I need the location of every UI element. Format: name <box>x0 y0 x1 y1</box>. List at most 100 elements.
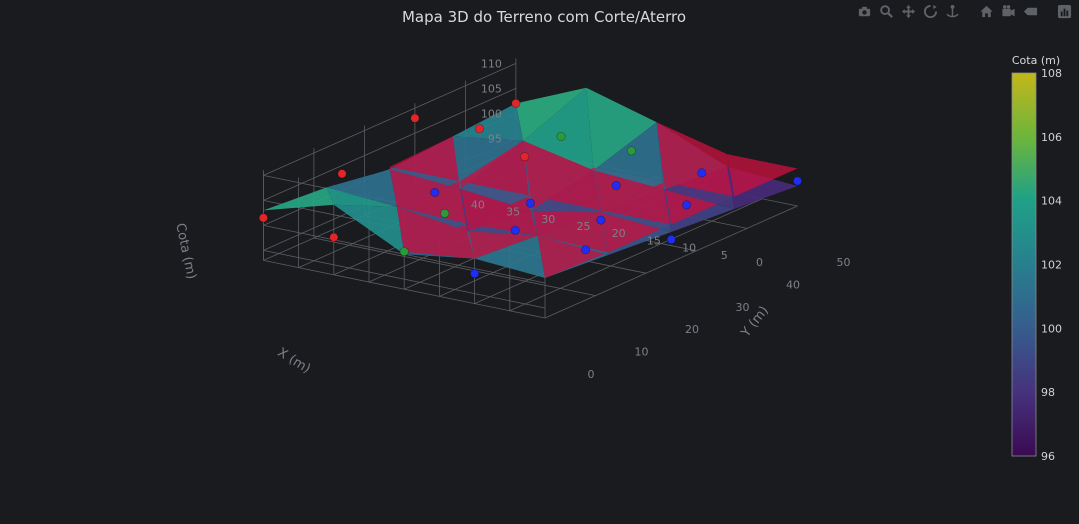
wall-grid-line <box>263 250 546 309</box>
design-surface-face <box>600 210 672 253</box>
x-axis-title: X (m) <box>275 345 313 377</box>
terrain-face <box>452 103 524 141</box>
turntable-rotation-button[interactable] <box>943 2 961 20</box>
zoom-icon <box>879 4 893 18</box>
x-tick-label: 25 <box>577 220 591 233</box>
x-tick-label: 20 <box>612 227 626 240</box>
terrain-face <box>474 235 545 278</box>
x-tick-label: 0 <box>756 256 763 269</box>
survey-point-cut[interactable] <box>337 169 347 179</box>
x-tick-label: 40 <box>471 198 485 211</box>
survey-point-fill[interactable] <box>697 168 707 178</box>
colorbar-tick-label: 102 <box>1041 259 1062 272</box>
z-tick-label: 105 <box>481 82 502 95</box>
terrain-face <box>593 122 664 190</box>
survey-point-cut[interactable] <box>474 124 484 134</box>
design-surface-face <box>727 154 798 197</box>
design-surface-face <box>389 136 461 182</box>
terrain-face <box>326 187 397 207</box>
survey-point-fill[interactable] <box>430 188 440 198</box>
terrain-face <box>515 87 587 141</box>
y-tick-label: 10 <box>635 346 649 359</box>
design-surface-face <box>389 166 461 207</box>
y-tick-label: 40 <box>786 278 800 291</box>
design-surface-face <box>537 210 609 253</box>
design-surface-face <box>537 235 609 278</box>
colorbar-tick-label: 106 <box>1041 131 1062 144</box>
hover-toggle-icon <box>1023 7 1037 15</box>
survey-point-zero[interactable] <box>556 132 566 142</box>
survey-point-cut[interactable] <box>520 152 530 162</box>
survey-point-cut[interactable] <box>410 113 420 123</box>
terrain-face <box>333 204 405 255</box>
plotly-logo-button[interactable] <box>1055 2 1073 20</box>
turntable-rotation-icon <box>945 4 959 17</box>
design-surface-face <box>460 140 531 196</box>
survey-point-fill[interactable] <box>682 200 692 210</box>
3d-scene[interactable]: 0 5 10 15 20 25 30 35 40 0 10 20 30 40 50 95 100 105 110 X … <box>172 57 850 381</box>
x-tick-label: 35 <box>506 206 520 219</box>
survey-point-cut[interactable] <box>329 232 339 242</box>
camera-button[interactable] <box>855 2 873 20</box>
floor-grid-line <box>544 205 798 319</box>
colorbar: Cota (m) 96 98 100 102 104 106 108 <box>1011 54 1062 463</box>
survey-point-fill[interactable] <box>525 198 535 208</box>
wall-grid-line <box>263 88 517 201</box>
modebar <box>855 2 1073 20</box>
floor-grid-line <box>313 237 596 296</box>
colorbar-tick-label: 96 <box>1041 450 1055 463</box>
terrain-face <box>523 87 594 171</box>
survey-point-fill[interactable] <box>510 225 520 235</box>
colorbar-tick-label: 100 <box>1041 322 1062 335</box>
survey-point-zero[interactable] <box>399 247 409 257</box>
plotly-logo-icon <box>1057 4 1071 18</box>
y-tick-label: 0 <box>588 368 595 381</box>
design-surface-face <box>404 223 475 259</box>
x-tick-label: 5 <box>721 249 728 262</box>
y-tick-label: 30 <box>736 301 750 314</box>
orbit-rotation-icon <box>923 4 937 18</box>
colorbar-gradient <box>1011 72 1037 457</box>
terrain-face <box>263 187 334 211</box>
y-tick-label: 50 <box>837 256 851 269</box>
colorbar-title: Cota (m) <box>1012 54 1060 67</box>
x-tick-label: 30 <box>541 213 555 226</box>
wall-grid-line <box>263 63 517 176</box>
orbit-rotation-button[interactable] <box>921 2 939 20</box>
colorbar-tick-label: 104 <box>1041 195 1062 208</box>
survey-point-fill[interactable] <box>596 215 606 225</box>
pan-button[interactable] <box>899 2 917 20</box>
camera-icon <box>858 6 870 16</box>
design-surface-face <box>467 223 538 259</box>
pan-icon <box>901 4 915 18</box>
terrain-surface <box>263 87 798 278</box>
colorbar-tick-label: 98 <box>1041 386 1055 399</box>
last-saved-view-icon <box>1001 4 1015 16</box>
colorbar-tick-label: 108 <box>1041 67 1062 80</box>
survey-point-fill[interactable] <box>611 181 621 191</box>
design-surface-face <box>600 182 672 225</box>
reset-camera-button[interactable] <box>977 2 995 20</box>
z-tick-label: 95 <box>488 132 502 145</box>
survey-point-fill[interactable] <box>666 235 676 245</box>
chart-title: Mapa 3D do Terreno com Corte/Aterro <box>402 8 686 26</box>
floor-grid-line <box>509 198 763 312</box>
survey-point-fill[interactable] <box>581 245 591 255</box>
z-axis-title: Cota (m) <box>172 222 199 281</box>
survey-point-fill[interactable] <box>792 176 802 186</box>
design-surface-face <box>396 206 468 252</box>
survey-point-fill[interactable] <box>470 269 480 279</box>
survey-point-zero[interactable] <box>440 208 450 218</box>
hover-toggle-button[interactable] <box>1021 2 1039 20</box>
reset-camera-icon <box>979 5 993 17</box>
y-tick-label: 20 <box>685 323 699 336</box>
zoom-button[interactable] <box>877 2 895 20</box>
survey-point-cut[interactable] <box>511 98 521 108</box>
survey-point-cut[interactable] <box>258 213 268 223</box>
last-saved-view-button[interactable] <box>999 2 1017 20</box>
x-tick-label: 15 <box>647 234 661 247</box>
survey-point-zero[interactable] <box>626 146 636 156</box>
x-tick-label: 10 <box>682 242 696 255</box>
design-surface-face <box>593 167 664 211</box>
